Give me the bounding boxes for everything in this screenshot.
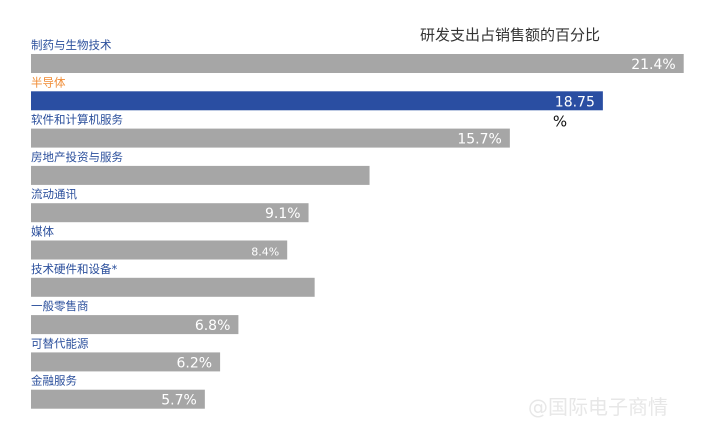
value-label: 5.7% [161, 393, 197, 409]
bar [31, 389, 205, 409]
bar [31, 352, 221, 372]
bar [31, 91, 603, 111]
bar [31, 240, 288, 260]
category-label: 一般零售商 [31, 299, 89, 313]
bar [31, 54, 684, 73]
bar [31, 277, 315, 297]
category-label: 半导体 [31, 75, 66, 89]
bar [31, 165, 370, 185]
value-label: 21.4% [631, 57, 675, 73]
category-label: 流动通讯 [31, 187, 77, 201]
percent-sign-label: % [553, 112, 567, 130]
category-label: 软件和计算机服务 [31, 113, 123, 127]
value-label: 9.1% [265, 206, 301, 222]
bar [31, 128, 510, 148]
category-label: 房地产投资与服务 [31, 150, 123, 164]
category-label: 媒体 [31, 225, 54, 239]
value-label: 6.2% [177, 355, 213, 371]
chart-title: 研发支出占销售额的百分比 [420, 26, 600, 44]
bar-group: 制药与生物技术 21.4% 半导体 18.75% 软件和计算机服务 15.7% 房地产投资与… [31, 38, 684, 409]
bar [31, 315, 239, 335]
bar [31, 203, 309, 223]
watermark: @国际电子商情 [528, 395, 668, 419]
value-label: 18.75 [555, 94, 595, 110]
value-label: 8.4% [251, 246, 279, 259]
value-label: 15.7% [457, 132, 501, 148]
value-label: 6.8% [195, 318, 231, 334]
category-label: 制药与生物技术 [31, 38, 112, 52]
category-label: 技术硬件和设备* [31, 262, 117, 276]
category-label: 可替代能源 [31, 336, 89, 350]
category-label: 金融服务 [31, 374, 77, 388]
